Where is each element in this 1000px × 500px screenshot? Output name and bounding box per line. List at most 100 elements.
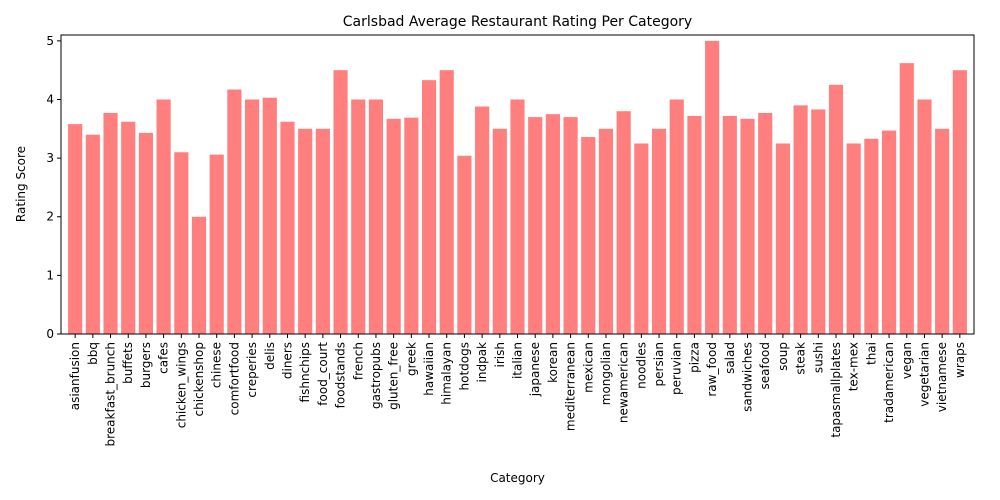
bar-salad (722, 115, 737, 334)
bar-pizza (687, 115, 702, 334)
x-tick-label: foodstands (334, 342, 348, 408)
bar-soup (775, 143, 790, 334)
x-tick-label: comfortfood (227, 342, 241, 415)
bar-cafes (156, 99, 171, 334)
bar-vietnamese (935, 128, 950, 334)
bar-breakfast_brunch (103, 112, 118, 334)
bar-food_court (315, 128, 330, 334)
x-tick-label: delis (263, 342, 277, 370)
x-tick-label: sushi (811, 342, 825, 373)
y-tick-label: 5 (46, 34, 54, 48)
x-tick-label: soup (776, 342, 790, 371)
bar-noodles (634, 143, 649, 334)
x-tick-label: mongolian (599, 342, 613, 405)
bar-sushi (811, 109, 826, 334)
bar-hawaiian (421, 80, 437, 335)
bar-buffets (121, 121, 136, 334)
x-tick-label: chicken_wings (174, 342, 188, 428)
x-tick-label: seafood (758, 342, 772, 390)
y-tick-label: 3 (46, 151, 54, 165)
bar-bbq (85, 134, 100, 334)
bar-indpak (475, 106, 490, 335)
x-tick-label: buffets (121, 342, 135, 384)
bar-italian (510, 99, 525, 334)
x-tick-label: tex-mex (847, 342, 861, 391)
bar-mongolian (598, 128, 614, 334)
x-tick-label: asianfusion (68, 342, 82, 410)
bar-chicken_wings (174, 152, 189, 334)
chart-title: Carlsbad Average Restaurant Rating Per C… (343, 14, 692, 30)
bar-newamerican (616, 111, 631, 334)
bar-foodstands (333, 70, 348, 335)
bar-chickenshop (191, 216, 207, 334)
x-tick-label: wraps (953, 342, 967, 378)
x-tick-label: korean (546, 342, 560, 383)
x-tick-label: french (351, 342, 365, 380)
bar-korean (545, 114, 560, 334)
x-tick-label: salad (723, 342, 737, 374)
bar-seafood (758, 112, 773, 334)
bar-vegan (899, 63, 914, 335)
x-tick-label: vietnamese (935, 342, 949, 412)
bar-burgers (138, 132, 154, 334)
y-axis-label: Rating Score (14, 146, 28, 222)
x-tick-label: diners (280, 342, 294, 379)
x-tick-label: indpak (475, 342, 489, 383)
bar-steak (793, 105, 808, 335)
bar-creperies (245, 99, 260, 334)
x-tick-label: hawaiian (422, 342, 436, 396)
x-tick-label: burgers (139, 342, 153, 388)
x-tick-label: hotdogs (457, 342, 471, 390)
y-tick-label: 4 (46, 92, 54, 106)
bar-fishnchips (298, 128, 313, 334)
bar-chinese (209, 154, 224, 334)
x-tick-label: mediterranean (564, 342, 578, 431)
x-tick-label: italian (511, 342, 525, 379)
x-tick-label: steak (794, 342, 808, 375)
bar-peruvian (669, 99, 684, 334)
x-axis-label: Category (490, 471, 545, 485)
x-tick-label: fishnchips (298, 342, 312, 402)
x-tick-label: chickenshop (192, 342, 206, 416)
x-tick-label: greek (404, 342, 418, 376)
x-tick-label: chinese (210, 342, 224, 388)
x-tick-label: persian (652, 342, 666, 386)
x-tick-label: himalayan (440, 342, 454, 405)
y-tick-label: 2 (46, 210, 54, 224)
bar-wraps (952, 70, 967, 335)
x-tick-label: creperies (245, 342, 259, 398)
bar-mediterranean (563, 117, 578, 334)
bar-himalayan (439, 70, 454, 335)
y-axis: 0 1 2 3 4 5 (46, 34, 61, 341)
bar-tradamerican (881, 130, 897, 334)
x-tick-label: noodles (634, 342, 648, 389)
bar-diners (280, 121, 295, 334)
bar-thai (864, 138, 879, 334)
x-tick-label: raw_food (705, 342, 719, 397)
bar-gluten_free (386, 118, 401, 335)
bar-irish (492, 128, 507, 334)
bar-asianfusion (68, 124, 83, 334)
x-tick-label: irish (493, 342, 507, 367)
bar-greek (404, 117, 419, 334)
x-tick-label: tapasmallplates (829, 342, 843, 438)
bar-mexican (581, 137, 596, 334)
x-tick-label: peruvian (670, 342, 684, 395)
bar-comfortfood (227, 89, 242, 334)
x-tick-label: gastropubs (369, 342, 383, 409)
x-tick-label: breakfast_brunch (104, 342, 118, 446)
bars-group (68, 40, 967, 335)
x-tick-label: gluten_free (387, 342, 401, 410)
x-tick-label: vegetarian (917, 342, 931, 407)
bar-delis (262, 97, 277, 334)
bar-sandwiches (740, 118, 755, 335)
y-tick-label: 1 (46, 268, 54, 282)
x-tick-label: sandwiches (741, 342, 755, 412)
bar-tex-mex (846, 143, 861, 334)
bar-vegetarian (917, 99, 932, 334)
bar-persian (651, 128, 667, 334)
x-tick-label: tradamerican (882, 342, 896, 423)
bar-tapasmallplates (828, 84, 844, 334)
bar-hotdogs (457, 155, 472, 334)
